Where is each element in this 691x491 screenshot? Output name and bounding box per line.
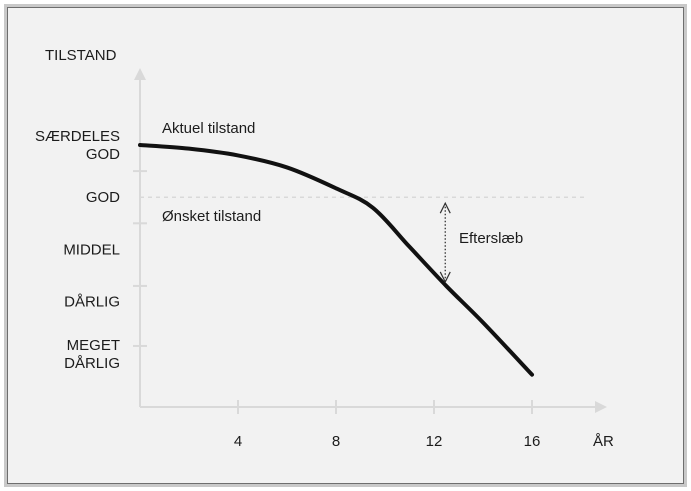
- x-axis-arrow: [595, 401, 607, 413]
- axes: [134, 68, 607, 413]
- y-axis-arrow: [134, 68, 146, 80]
- x-tick-label: 4: [234, 433, 242, 450]
- backlog-arrowhead-top: [439, 201, 451, 214]
- target-label: Ønsket tilstand: [162, 208, 261, 225]
- condition-curve: [138, 143, 534, 377]
- x-tick-label: 8: [332, 433, 340, 450]
- x-axis-tick-labels: 4 8 12 16: [234, 433, 541, 450]
- y-axis-title: TILSTAND: [45, 47, 117, 64]
- x-tick-label: 12: [426, 433, 443, 450]
- y-level-label: MIDDEL: [63, 241, 120, 258]
- diagram-panel: [7, 7, 684, 484]
- curve-label: Aktuel tilstand: [162, 120, 255, 137]
- x-axis-ticks: [237, 400, 533, 414]
- backlog-arrow: [439, 201, 451, 284]
- y-level-label: DÅRLIG: [64, 294, 120, 311]
- y-axis-ticks: [133, 170, 147, 347]
- backlog-label: Efterslæb: [459, 230, 523, 247]
- x-axis-title: ÅR: [593, 433, 614, 450]
- x-tick-label: 16: [524, 433, 541, 450]
- backlog-arrowhead-bottom: [439, 271, 451, 284]
- y-level-label: SÆRDELES GOD: [35, 128, 120, 163]
- y-level-label: MEGET DÅRLIG: [64, 337, 120, 372]
- y-axis-level-labels: SÆRDELES GOD GOD MIDDEL DÅRLIG MEGET DÅRLIG: [35, 128, 120, 372]
- y-level-label: GOD: [86, 189, 120, 206]
